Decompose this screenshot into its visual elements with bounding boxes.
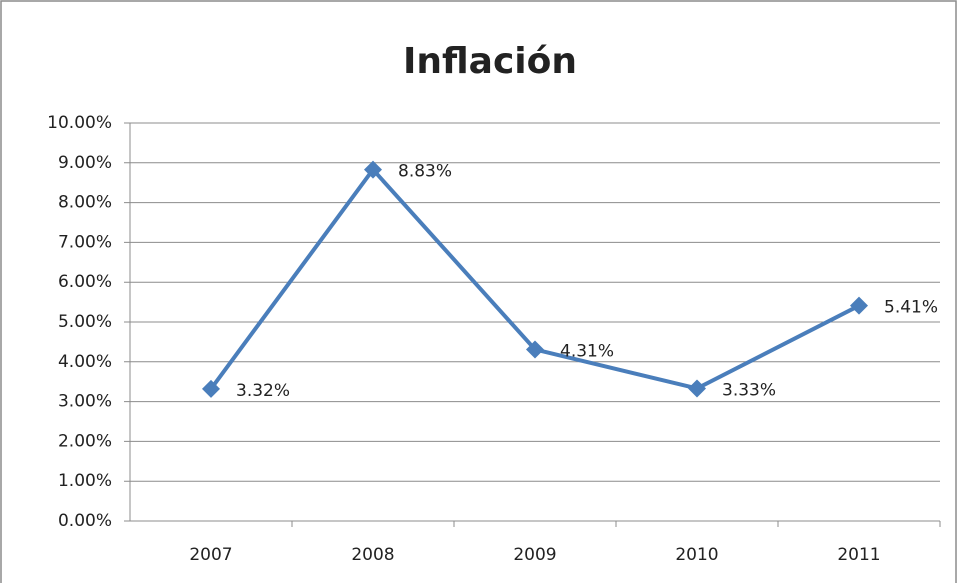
- y-tick-label: 8.00%: [58, 193, 112, 213]
- marker: [364, 160, 382, 179]
- y-tick-label: 4.00%: [58, 352, 112, 372]
- y-tick-label: 2.00%: [58, 431, 112, 451]
- data-label: 4.31%: [560, 341, 614, 361]
- chart-title: Inflación: [403, 41, 577, 82]
- y-tick-label: 10.00%: [47, 113, 112, 133]
- marker: [526, 340, 544, 359]
- x-tick-label: 2010: [675, 545, 718, 565]
- y-tick-label: 5.00%: [58, 312, 112, 332]
- data-label: 5.41%: [884, 298, 938, 318]
- marker: [202, 379, 220, 398]
- y-tick-label: 1.00%: [58, 471, 112, 491]
- x-tick-label: 2008: [351, 545, 394, 565]
- x-tick-label: 2009: [513, 545, 556, 565]
- x-tick-label: 2007: [189, 545, 232, 565]
- y-tick-label: 3.00%: [58, 392, 112, 412]
- y-tick-label: 6.00%: [58, 272, 112, 292]
- data-label: 3.32%: [236, 381, 290, 401]
- x-tick-label: 2011: [837, 545, 880, 565]
- y-tick-label: 7.00%: [58, 232, 112, 252]
- y-tick-label: 9.00%: [58, 153, 112, 173]
- y-tick-label: 0.00%: [58, 511, 112, 531]
- data-label: 3.33%: [722, 380, 776, 400]
- marker: [688, 379, 706, 398]
- data-label: 8.83%: [398, 162, 452, 182]
- marker: [850, 296, 868, 315]
